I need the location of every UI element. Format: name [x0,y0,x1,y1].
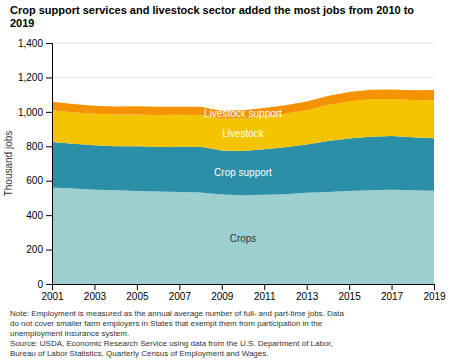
y-tick-label: 800 [26,141,43,152]
x-tick: 2009 [211,284,234,302]
x-tick-label: 2011 [254,291,276,302]
x-tick-label: 2001 [41,291,64,302]
y-tick: 800 [26,141,52,152]
x-axis: 2001 2003 2005 2007 2009 2011 2013 2015 2017 2019 [41,284,446,302]
y-tick: 1,200 [18,72,52,83]
y-tick-label: 1,200 [18,72,43,83]
area-label: Crops [230,233,257,244]
y-tick-mark [46,181,52,182]
area [52,89,434,118]
area-label: Livestock [222,128,265,139]
y-tick-label: 1,000 [18,107,43,118]
note: do not cover smaller farm employers in S… [10,319,323,328]
x-tick: 2017 [381,284,404,302]
x-tick-mark [434,284,435,290]
x-tick: 2019 [423,284,446,302]
x-tick-mark [264,284,265,290]
area [52,188,434,284]
x-tick: 2005 [126,284,149,302]
x-tick-label: 2015 [338,291,361,302]
y-tick: 600 [26,175,52,186]
grid-line [52,43,434,44]
y-tick-label: 1,400 [18,38,43,49]
plot: 2001 2003 2005 2007 2009 2011 2013 2015 2017 2019… [18,38,446,302]
x-tick: 2003 [84,284,107,302]
area-label: Crop support [214,167,272,178]
x-tick-mark [222,284,223,290]
chart: Crop support services and livestock sect… [0,0,450,364]
y-axis-label: Thousand jobs [3,131,14,197]
y-tick-label: 400 [26,210,43,221]
y-tick-mark [46,43,52,44]
x-tick: 2007 [169,284,192,302]
y-tick-label: 600 [26,175,43,186]
y-tick-label: 200 [26,244,43,255]
title: Crop support services and livestock sect… [10,4,414,29]
grid [52,43,434,284]
notes: Note: Employment is measured as the annu… [10,309,345,358]
y-tick: 400 [26,210,52,221]
y-tick: 200 [26,244,52,255]
y-tick: 1,400 [18,38,52,49]
x-tick-label: 2009 [211,291,234,302]
areas [52,89,434,284]
x-tick: 2013 [296,284,319,302]
y-tick-mark [46,284,52,285]
y-tick-mark [46,112,52,113]
y-tick-label: 0 [37,279,43,290]
grid-line [52,77,434,78]
x-tick-mark [307,284,308,290]
note: Source: USDA, Economic Research Service … [10,339,333,348]
y-tick: 0 [37,279,52,290]
y-tick-mark [46,215,52,216]
x-tick-label: 2019 [423,291,446,302]
note: Note: Employment is measured as the annu… [10,309,345,318]
x-tick-label: 2013 [296,291,319,302]
x-tick-mark [137,284,138,290]
x-tick-mark [94,284,95,290]
area-label: Livestock support [204,108,282,119]
y-axis-line [46,44,53,285]
y-tick: 1,000 [18,107,52,118]
y-tick-mark [46,250,52,251]
x-tick-label: 2003 [84,291,107,302]
x-tick-mark [392,284,393,290]
y-tick-mark [46,146,52,147]
x-tick-label: 2005 [126,291,149,302]
note: Bureau of Labor Statistics, Quarterly Ce… [10,349,269,358]
area-labels: Crops Crop support Livestock Livestock supp… [204,108,282,244]
x-tick: 2001 [41,284,64,302]
x-tick-mark [349,284,350,290]
y-tick-mark [46,77,52,78]
x-tick-label: 2007 [169,291,192,302]
x-axis-line [53,285,435,291]
x-tick: 2015 [338,284,361,302]
note: unemployment insurance system. [10,329,129,338]
y-axis: 0 200 400 600 800 1,000 1,200 1,400 [18,38,53,290]
x-tick: 2011 [254,284,276,302]
x-tick-mark [179,284,180,290]
x-tick-label: 2017 [381,291,404,302]
